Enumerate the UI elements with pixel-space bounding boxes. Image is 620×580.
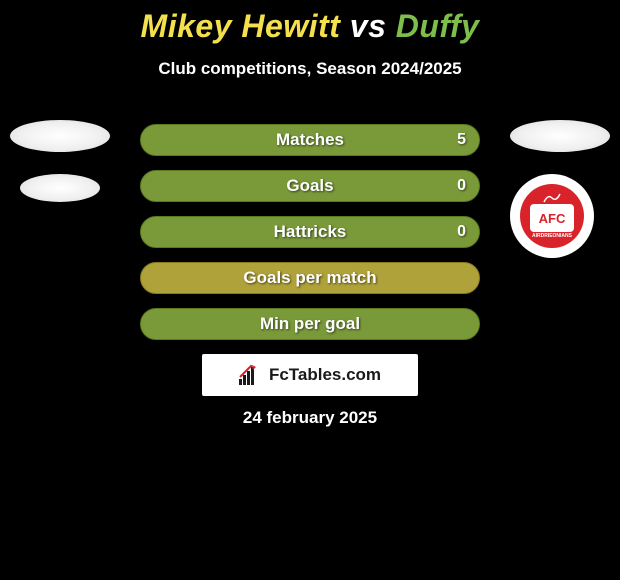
fctables-watermark: FcTables.com <box>202 354 418 396</box>
stat-label: Goals <box>140 170 480 202</box>
snapshot-date: 24 february 2025 <box>0 408 620 428</box>
stat-label: Goals per match <box>140 262 480 294</box>
player2-name: Duffy <box>396 8 480 44</box>
club-badge-placeholder <box>20 174 100 202</box>
stat-row: Min per goal <box>140 308 480 340</box>
right-club-badges: AFC AIRDRIEONIANS <box>510 120 610 258</box>
crest-club-name: AIRDRIEONIANS <box>532 233 572 239</box>
crest-afc-text: AFC <box>530 204 574 232</box>
player1-name: Mikey Hewitt <box>141 8 341 44</box>
stat-value-right: 5 <box>457 124 466 156</box>
club-badge-placeholder <box>10 120 110 152</box>
comparison-card: Mikey Hewitt vs Duffy Club competitions,… <box>0 0 620 580</box>
stat-label: Hattricks <box>140 216 480 248</box>
stat-row: Goals0 <box>140 170 480 202</box>
club-badge-placeholder <box>510 120 610 152</box>
crest-icon: AFC AIRDRIEONIANS <box>520 184 584 248</box>
vs-separator: vs <box>350 8 387 44</box>
stat-row: Goals per match <box>140 262 480 294</box>
stat-row: Matches5 <box>140 124 480 156</box>
left-club-badges <box>10 120 110 224</box>
stat-row: Hattricks0 <box>140 216 480 248</box>
stat-bars: Matches5Goals0Hattricks0Goals per matchM… <box>140 124 480 354</box>
stat-value-right: 0 <box>457 216 466 248</box>
page-title: Mikey Hewitt vs Duffy <box>0 0 620 45</box>
fctables-text: FcTables.com <box>269 365 381 385</box>
fctables-icon <box>239 365 263 385</box>
subtitle: Club competitions, Season 2024/2025 <box>0 59 620 79</box>
stat-label: Matches <box>140 124 480 156</box>
stat-label: Min per goal <box>140 308 480 340</box>
club-badge-airdrieonians: AFC AIRDRIEONIANS <box>510 174 594 258</box>
stat-value-right: 0 <box>457 170 466 202</box>
